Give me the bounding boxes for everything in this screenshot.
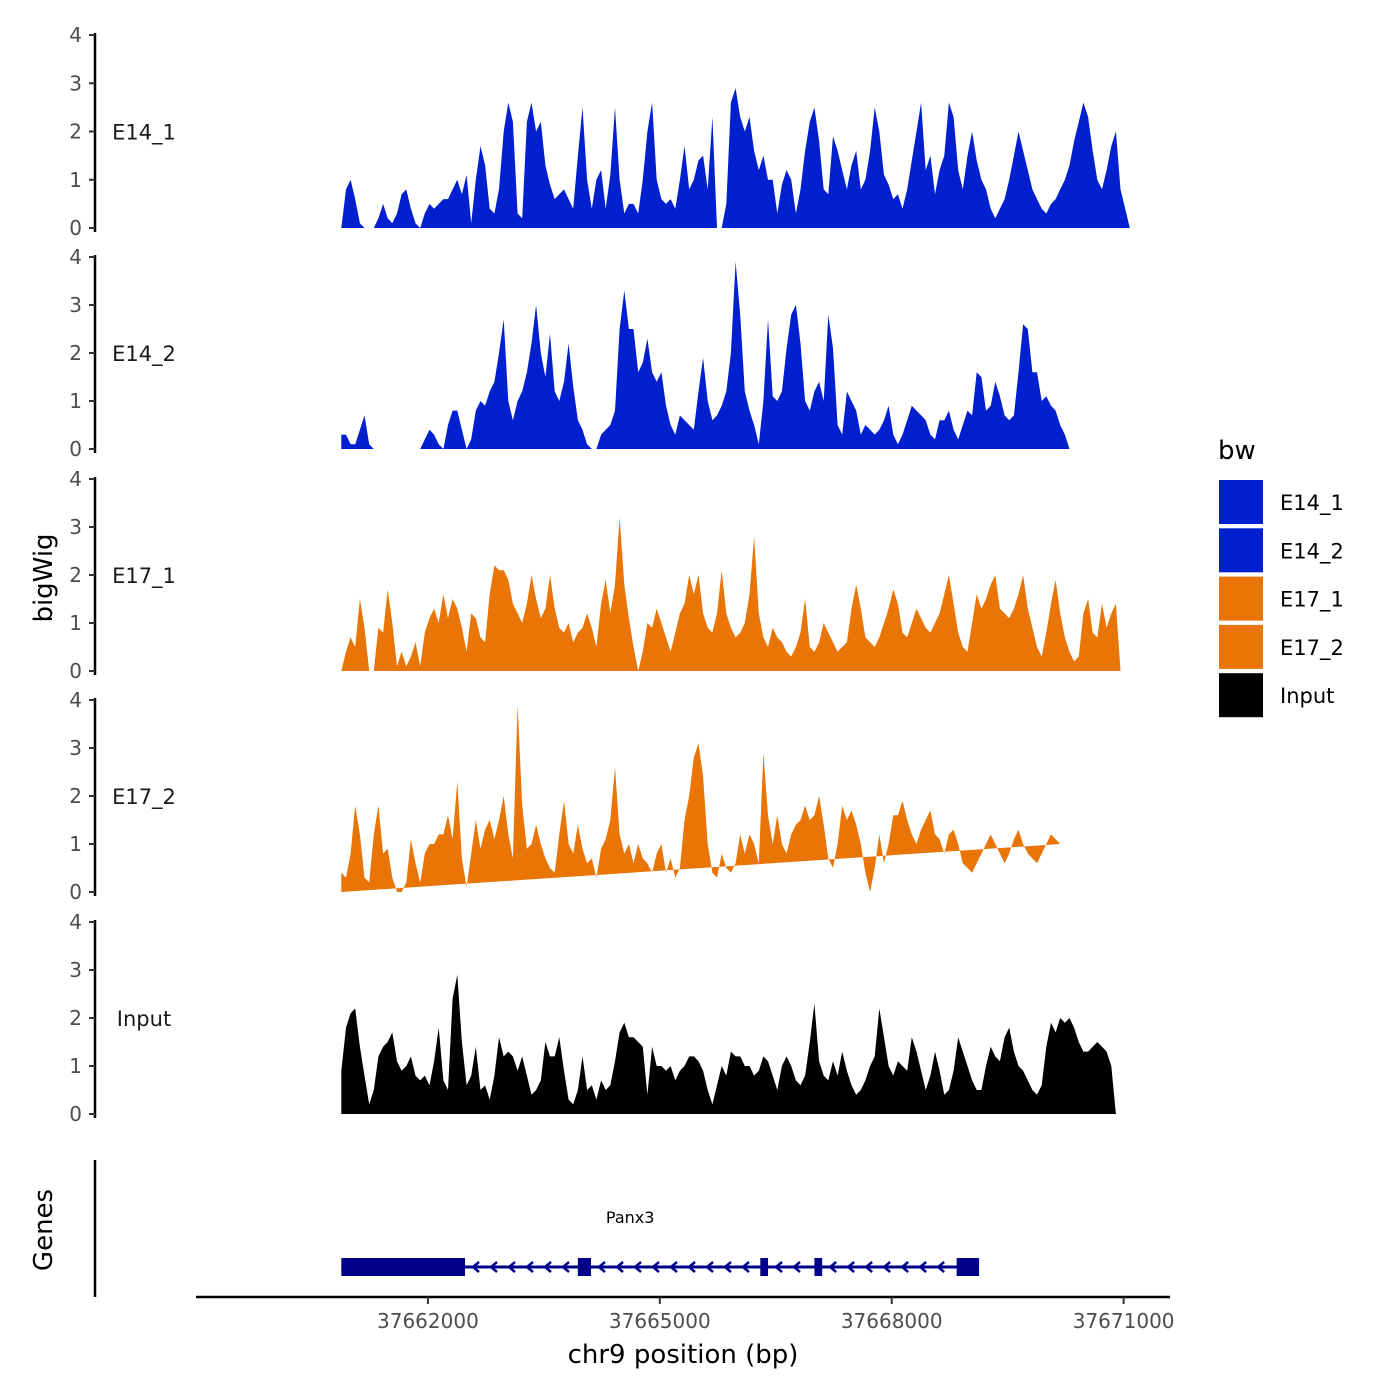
legend-swatch [1219, 480, 1263, 524]
track-label: E14_2 [112, 342, 176, 367]
gene-exon [760, 1258, 769, 1276]
y-tick-label: 3 [69, 958, 82, 982]
y-tick-label: 0 [69, 1102, 82, 1126]
coverage-area-e17-1 [341, 517, 1121, 671]
strand-arrow [882, 1261, 891, 1273]
y-tick-label: 1 [69, 389, 82, 413]
track-label: E17_2 [112, 785, 176, 810]
y-tick-label: 3 [69, 736, 82, 760]
strand-arrow [774, 1261, 783, 1273]
y-tick-label: 4 [69, 910, 82, 934]
track-e14-1: 0 1 2 3 4 E14_1 [69, 23, 1130, 240]
track-label: E14_1 [112, 121, 176, 146]
y-tick-label: 3 [69, 71, 82, 95]
y-tick-label: 1 [69, 832, 82, 856]
legend-swatch [1219, 528, 1263, 573]
y-tick-label: 2 [69, 784, 82, 808]
coverage-area-input [341, 974, 1116, 1114]
y-tick-label: 0 [69, 216, 82, 240]
track-e17-2: 0 1 2 3 4 E17_2 [69, 688, 1061, 904]
strand-arrow [525, 1261, 534, 1273]
strand-arrow [543, 1261, 552, 1273]
x-axis: 37662000 37665000 37668000 37671000 [196, 1295, 1175, 1333]
coverage-area-e14-2 [341, 261, 1070, 449]
strand-arrow [687, 1261, 696, 1273]
y-tick-label: 1 [69, 168, 82, 192]
y-tick-label: 4 [69, 688, 82, 712]
track-input: 0 1 2 3 4 Input [69, 910, 1116, 1126]
strand-arrow [792, 1261, 801, 1273]
coverage-area-e17-2 [341, 704, 1061, 892]
strand-arrow [489, 1261, 498, 1273]
strand-arrow [705, 1261, 714, 1273]
strand-arrow [900, 1261, 909, 1273]
strand-arrow [669, 1261, 678, 1273]
x-axis-title: chr9 position (bp) [568, 1340, 799, 1370]
y-tick-label: 0 [69, 659, 82, 683]
y-tick-label: 2 [69, 563, 82, 587]
strand-arrow [741, 1261, 750, 1273]
y-axis-title: bigWig [29, 533, 59, 622]
x-tick-label: 37665000 [609, 1309, 711, 1333]
legend-swatch [1219, 673, 1263, 718]
y-tick-label: 0 [69, 880, 82, 904]
coverage-area-e14-1 [341, 88, 1130, 228]
y-tick-label: 4 [69, 467, 82, 491]
y-tick-label: 4 [69, 245, 82, 269]
x-tick-label: 37671000 [1073, 1309, 1175, 1333]
legend-label: E17_2 [1280, 636, 1344, 661]
coverage-tracks: 0 1 2 3 4 E14_1 0 1 2 3 4 E14_2 0 1 2 3 4 E17_1 0 1 2 3 4 E17_2… [69, 23, 1130, 1126]
x-tick-label: 37668000 [841, 1309, 943, 1333]
gene-exon [577, 1258, 592, 1276]
gene-exon [341, 1258, 466, 1276]
track-e17-1: 0 1 2 3 4 E17_1 [69, 467, 1121, 683]
strand-arrow [597, 1261, 606, 1273]
y-tick-label: 2 [69, 1006, 82, 1030]
legend-label: E17_1 [1280, 588, 1344, 613]
legend-label: Input [1280, 684, 1334, 708]
legend-swatch [1219, 624, 1263, 669]
strand-arrow [615, 1261, 624, 1273]
strand-arrow [651, 1261, 660, 1273]
legend-title: bw [1218, 436, 1256, 466]
y-tick-label: 3 [69, 293, 82, 317]
legend-swatch [1219, 576, 1263, 621]
strand-arrow [918, 1261, 927, 1273]
strand-arrow [633, 1261, 642, 1273]
legend-label: E14_2 [1280, 539, 1344, 564]
strand-arrow [507, 1261, 516, 1273]
x-tick-label: 37662000 [377, 1309, 479, 1333]
gene-exon [956, 1258, 980, 1276]
track-label: Input [117, 1007, 171, 1031]
y-tick-label: 2 [69, 120, 82, 144]
track-e14-2: 0 1 2 3 4 E14_2 [69, 245, 1070, 461]
y-tick-label: 0 [69, 437, 82, 461]
strand-arrow [723, 1261, 732, 1273]
y-tick-label: 1 [69, 1054, 82, 1078]
strand-arrow [828, 1261, 837, 1273]
legend: bw E14_1 E14_2 E17_1 E17_2 Input [1218, 436, 1344, 718]
strand-arrow [471, 1261, 480, 1273]
strand-arrow [864, 1261, 873, 1273]
genes-axis-title: Genes [29, 1189, 59, 1271]
strand-arrow [561, 1261, 570, 1273]
legend-label: E14_1 [1280, 491, 1344, 516]
y-tick-label: 2 [69, 341, 82, 365]
y-tick-label: 1 [69, 611, 82, 635]
track-label: E17_1 [112, 564, 176, 589]
strand-arrow [846, 1261, 855, 1273]
gene-label: Panx3 [606, 1208, 655, 1227]
gene-track: Panx3 [93, 1160, 980, 1297]
strand-arrow [936, 1261, 945, 1273]
y-tick-label: 4 [69, 23, 82, 47]
gene-exon [814, 1258, 823, 1276]
y-tick-label: 3 [69, 515, 82, 539]
